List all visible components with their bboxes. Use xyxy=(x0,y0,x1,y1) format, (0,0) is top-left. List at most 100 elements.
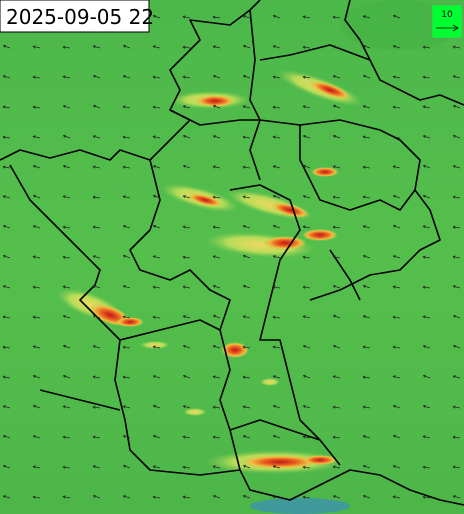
wind-arrow xyxy=(242,225,251,229)
wind-arrow xyxy=(332,344,341,349)
wind-arrow xyxy=(242,315,251,319)
wind-arrow xyxy=(422,45,431,49)
wind-arrow xyxy=(422,194,431,199)
wind-arrow xyxy=(302,164,311,169)
wind-arrow xyxy=(62,105,71,109)
wind-arrow xyxy=(2,495,11,499)
wind-arrow xyxy=(182,255,191,259)
wind-arrow xyxy=(452,314,461,319)
wind-arrow xyxy=(362,195,371,199)
wind-arrow xyxy=(32,75,41,79)
wind-arrow xyxy=(362,44,371,49)
wind-arrow xyxy=(32,315,41,319)
wind-arrow xyxy=(422,435,431,439)
wind-arrow xyxy=(152,345,161,349)
wind-arrow xyxy=(242,15,251,19)
wind-arrow xyxy=(242,375,251,379)
wind-arrow xyxy=(62,195,71,199)
wind-arrow xyxy=(122,434,131,439)
wind-arrow xyxy=(242,44,251,49)
wind-arrow xyxy=(392,75,401,79)
wind-arrow xyxy=(182,315,191,319)
wind-arrow xyxy=(32,224,41,229)
wind-arrow xyxy=(212,134,221,139)
wind-arrow xyxy=(452,405,461,409)
wind-arrow xyxy=(302,194,311,199)
wind-arrow xyxy=(62,45,71,49)
wind-arrow xyxy=(452,435,461,439)
wind-arrow xyxy=(212,284,221,289)
wind-arrow xyxy=(392,105,401,109)
wind-arrow xyxy=(122,105,131,109)
wind-arrow xyxy=(122,74,131,79)
wind-arrow xyxy=(152,165,161,169)
wind-arrow xyxy=(2,345,11,349)
wind-arrow xyxy=(272,255,281,259)
wind-arrow xyxy=(62,495,71,499)
wind-arrow xyxy=(452,165,461,169)
wind-arrow xyxy=(32,164,41,169)
wind-arrow xyxy=(182,15,191,19)
wind-arrow xyxy=(122,315,131,319)
wind-arrow xyxy=(332,375,341,379)
wind-arrow xyxy=(242,405,251,409)
wind-arrow xyxy=(2,285,11,289)
wind-arrow xyxy=(122,254,131,259)
wind-arrow xyxy=(272,45,281,49)
wind-arrow xyxy=(392,375,401,379)
wind-arrow xyxy=(122,375,131,379)
wind-arrow xyxy=(362,375,371,379)
wind-arrow xyxy=(272,345,281,349)
wind-arrow xyxy=(452,495,461,499)
wind-arrow xyxy=(212,74,221,79)
wind-arrow xyxy=(302,45,311,49)
wind-arrow xyxy=(92,225,101,229)
wind-arrow xyxy=(152,194,161,199)
wind-arrow xyxy=(62,374,71,379)
wind-arrow xyxy=(212,195,221,199)
wind-arrow xyxy=(332,134,341,139)
wind-arrow xyxy=(212,494,221,499)
wind-arrow xyxy=(362,405,371,409)
wind-arrow xyxy=(62,465,71,469)
wind-arrow xyxy=(2,135,11,139)
wind-arrow xyxy=(362,284,371,289)
wind-arrow xyxy=(422,285,431,289)
wind-arrow xyxy=(452,104,461,109)
wind-arrow xyxy=(122,224,131,229)
wind-arrow xyxy=(182,105,191,109)
wind-arrow xyxy=(422,465,431,469)
wind-arrow xyxy=(452,375,461,379)
wind-arrow xyxy=(302,255,311,259)
wind-arrow xyxy=(272,434,281,439)
wind-arrow xyxy=(272,75,281,79)
wind-arrow xyxy=(62,285,71,289)
wind-arrow xyxy=(92,435,101,439)
wind-arrow xyxy=(2,75,11,79)
wind-arrow xyxy=(362,435,371,439)
wind-arrow xyxy=(302,285,311,289)
wind-arrow xyxy=(332,15,341,19)
wind-arrow xyxy=(242,345,251,349)
wind-arrow xyxy=(212,255,221,259)
wind-arrow xyxy=(302,75,311,79)
wind-arrow xyxy=(392,315,401,319)
wind-arrow xyxy=(452,285,461,289)
wind-arrow xyxy=(452,225,461,229)
wind-arrow xyxy=(32,194,41,199)
wind-arrow xyxy=(272,14,281,19)
wind-arrow xyxy=(92,165,101,169)
legend-arrow xyxy=(436,24,459,32)
wind-arrow xyxy=(362,464,371,469)
wind-arrow xyxy=(32,465,41,469)
wind-arrow xyxy=(422,404,431,409)
wind-arrow xyxy=(362,74,371,79)
wind-arrow xyxy=(92,284,101,289)
wind-arrow xyxy=(122,165,131,169)
wind-arrow xyxy=(362,135,371,139)
wind-arrow xyxy=(332,255,341,259)
wind-arrow xyxy=(272,194,281,199)
wind-arrow xyxy=(332,314,341,319)
